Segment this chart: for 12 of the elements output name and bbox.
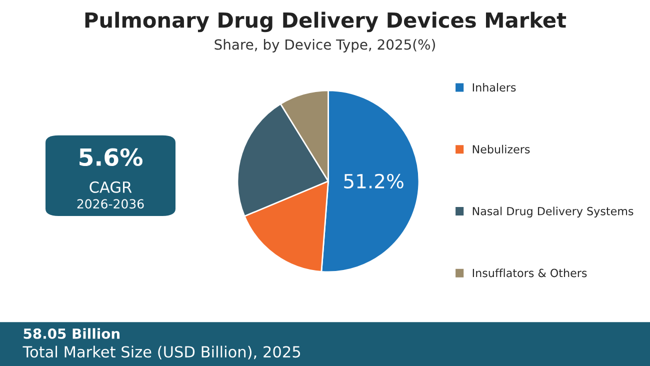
text: 5.6%: [80, 148, 142, 166]
legend-label: Nebulizers: [472, 144, 530, 154]
legend-label: Insufflators & Others: [472, 268, 587, 278]
legend-label: Nasal Drug Delivery Systems: [472, 206, 634, 218]
chart-title: Pulmonary Drug Delivery Devices Market: [85, 12, 566, 32]
text: Total Market Size (USD Billion), 2025: [22, 346, 300, 360]
chart-subtitle: Share, by Device Type, 2025(%): [214, 39, 435, 52]
text: CAGR: [90, 181, 132, 193]
text: 2026-2036: [77, 199, 144, 209]
data-label: 51.2%: [344, 174, 404, 189]
legend-label: Inhalers: [472, 82, 516, 92]
text: 58.05 Billion: [24, 328, 120, 339]
